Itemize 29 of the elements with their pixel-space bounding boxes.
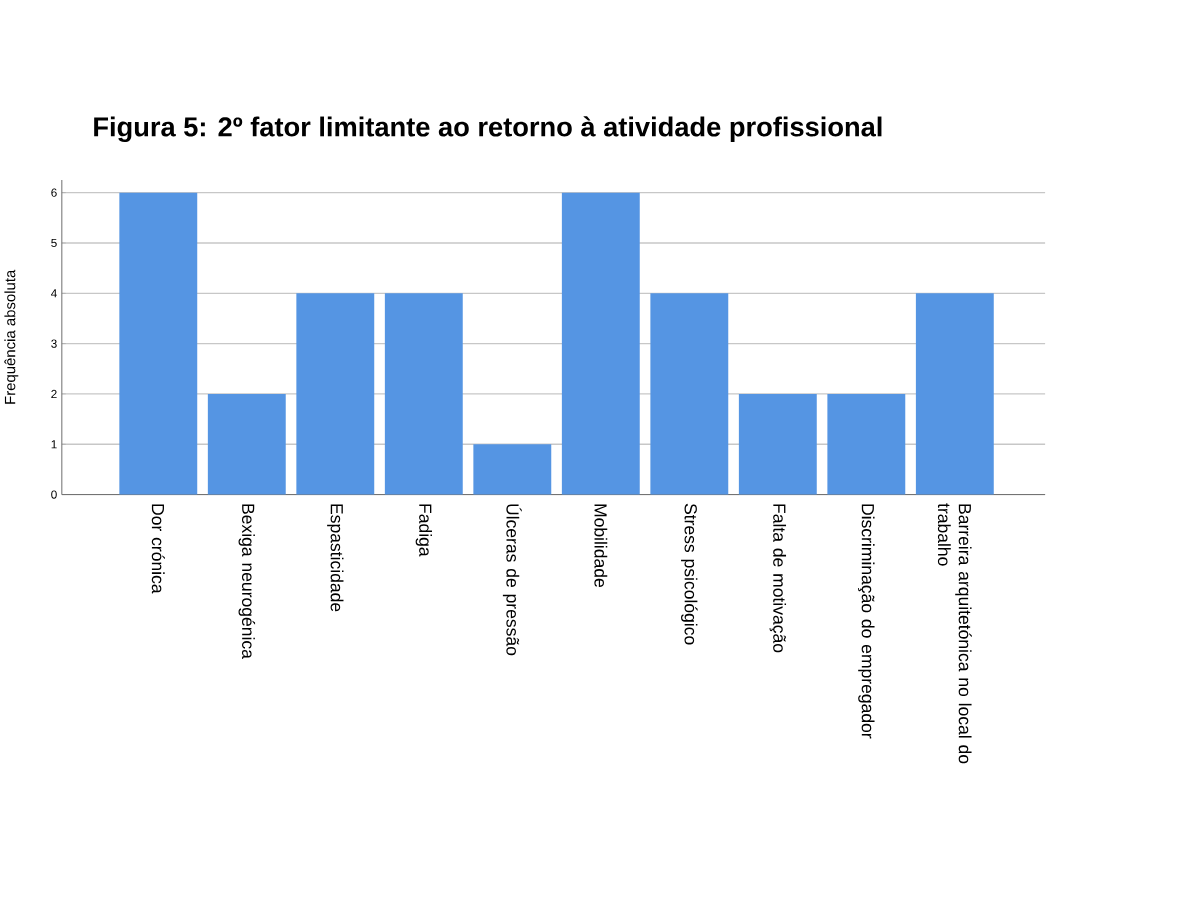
x-tick-label: Espasticidade	[327, 504, 344, 612]
x-tick-label: Bexiga neurogénica	[238, 504, 256, 659]
x-tick-label: Barreira arquitetónica no local do trabalho	[937, 503, 972, 764]
bar	[119, 192, 198, 495]
y-tick-label: 2	[51, 389, 57, 398]
y-axis-title: Frequência absoluta	[4, 269, 19, 404]
bar	[296, 293, 375, 495]
x-tick-label: Dor crónica	[151, 504, 165, 594]
x-tick-label: Mobilidade	[594, 504, 608, 587]
y-tick-label: 5	[51, 238, 57, 248]
y-tick-label: 3	[51, 339, 57, 348]
bar	[827, 393, 906, 495]
x-tick-label: Úlceras de pressão	[502, 504, 522, 656]
x-tick-label: Discriminação do empregador	[858, 504, 875, 739]
bar	[561, 192, 640, 495]
x-tick-label: Fadiga	[415, 504, 432, 557]
x-tick-label: Falta de motivação	[769, 504, 787, 653]
y-tick-label: 0	[51, 490, 57, 499]
y-tick-label: 4	[51, 289, 57, 298]
bar	[738, 393, 817, 495]
chart-title: Figura 5: 2º fator limitante ao retorno à atividade profissional	[94, 116, 882, 143]
bar	[915, 293, 994, 495]
bar	[207, 393, 286, 495]
y-tick-label: 1	[51, 440, 57, 449]
bar	[384, 293, 463, 495]
x-tick-label: Stress psicológico	[681, 503, 698, 645]
bar	[650, 293, 729, 495]
y-tick-label: 6	[51, 188, 57, 197]
bar	[473, 444, 552, 495]
